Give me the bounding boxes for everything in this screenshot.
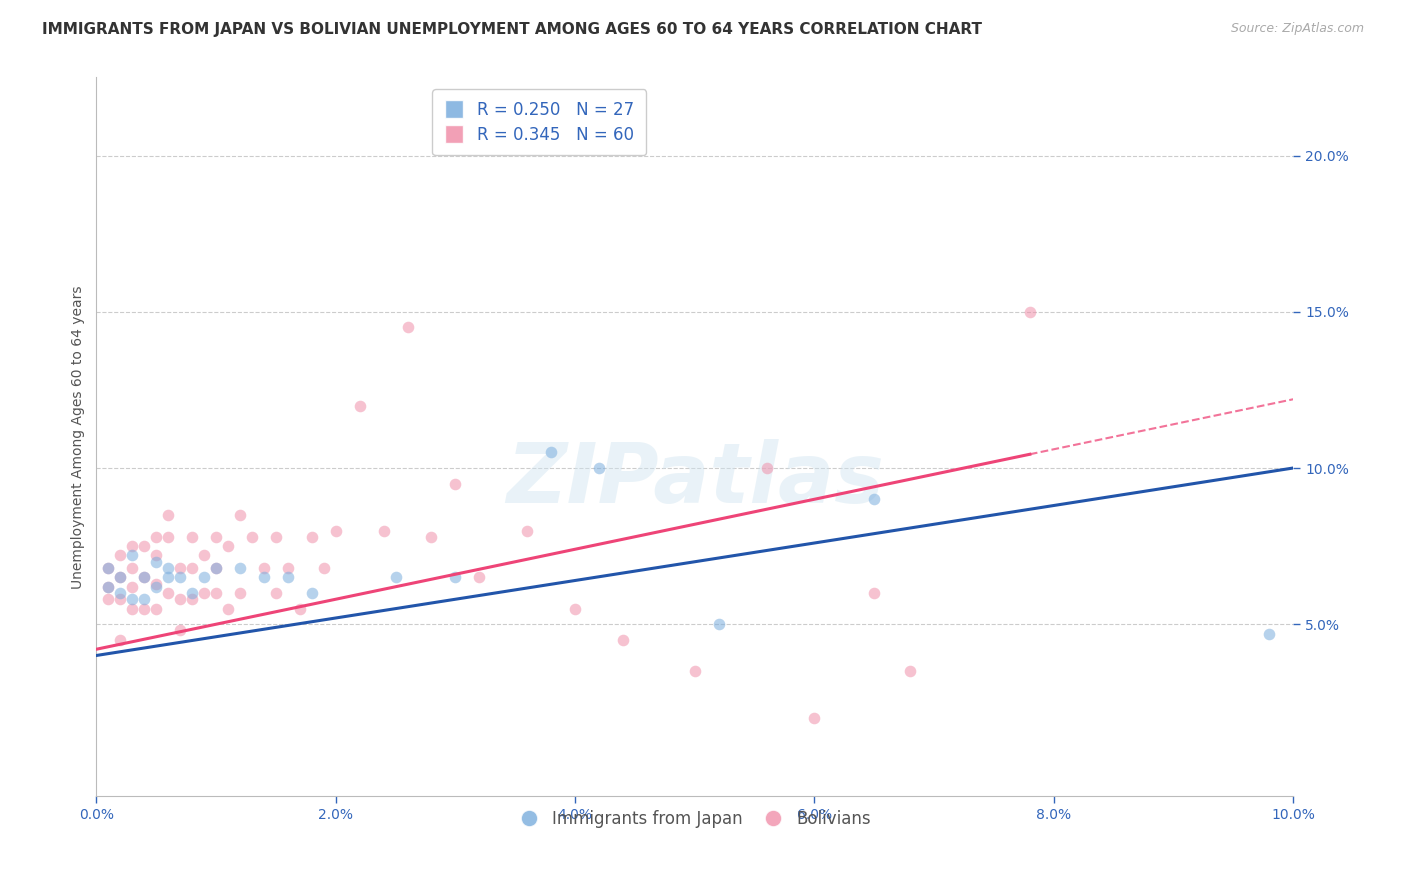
Point [145, 580, 167, 594]
Point [803, 711, 825, 725]
Point [229, 561, 252, 575]
Point [193, 570, 215, 584]
Point [229, 586, 252, 600]
Point [97, 561, 120, 575]
Point [134, 601, 156, 615]
Point [301, 586, 323, 600]
Point [157, 586, 180, 600]
Point [205, 586, 228, 600]
Point [157, 561, 180, 575]
Point [240, 530, 263, 544]
Point [420, 530, 443, 544]
Point [396, 320, 419, 334]
Point [444, 476, 467, 491]
Point [97, 561, 120, 575]
Point [444, 570, 467, 584]
Point [121, 561, 143, 575]
Point [169, 561, 191, 575]
Y-axis label: Unemployment Among Ages 60 to 64 years: Unemployment Among Ages 60 to 64 years [72, 285, 86, 589]
Point [145, 555, 167, 569]
Point [755, 461, 778, 475]
Point [134, 592, 156, 607]
Point [564, 601, 586, 615]
Point [181, 530, 204, 544]
Point [97, 592, 120, 607]
Point [145, 549, 167, 563]
Point [145, 530, 167, 544]
Point [121, 580, 143, 594]
Point [121, 549, 143, 563]
Point [110, 632, 132, 647]
Point [110, 592, 132, 607]
Point [312, 561, 335, 575]
Point [181, 586, 204, 600]
Point [468, 570, 491, 584]
Point [588, 461, 610, 475]
Point [110, 549, 132, 563]
Point [121, 592, 143, 607]
Legend: Immigrants from Japan, Bolivians: Immigrants from Japan, Bolivians [512, 803, 877, 835]
Text: IMMIGRANTS FROM JAPAN VS BOLIVIAN UNEMPLOYMENT AMONG AGES 60 TO 64 YEARS CORRELA: IMMIGRANTS FROM JAPAN VS BOLIVIAN UNEMPL… [42, 22, 983, 37]
Text: Source: ZipAtlas.com: Source: ZipAtlas.com [1230, 22, 1364, 36]
Point [253, 570, 276, 584]
Point [181, 561, 204, 575]
Point [157, 570, 180, 584]
Point [683, 664, 706, 678]
Point [134, 570, 156, 584]
Point [97, 580, 120, 594]
Point [121, 539, 143, 553]
Point [110, 570, 132, 584]
Point [264, 530, 287, 544]
Point [863, 586, 886, 600]
Point [145, 601, 167, 615]
Point [157, 530, 180, 544]
Point [707, 617, 730, 632]
Point [110, 570, 132, 584]
Point [121, 601, 143, 615]
Point [181, 592, 204, 607]
Point [301, 530, 323, 544]
Point [217, 601, 239, 615]
Point [217, 539, 239, 553]
Point [277, 561, 299, 575]
Point [169, 570, 191, 584]
Point [325, 524, 347, 538]
Point [205, 561, 228, 575]
Point [264, 586, 287, 600]
Point [134, 539, 156, 553]
Point [373, 524, 395, 538]
Point [145, 576, 167, 591]
Point [277, 570, 299, 584]
Point [157, 508, 180, 522]
Point [863, 492, 886, 507]
Text: ZIPatlas: ZIPatlas [506, 440, 884, 520]
Point [384, 570, 406, 584]
Point [110, 586, 132, 600]
Point [97, 580, 120, 594]
Point [169, 592, 191, 607]
Point [253, 561, 276, 575]
Point [516, 524, 538, 538]
Point [205, 530, 228, 544]
Point [540, 445, 562, 459]
Point [1018, 305, 1040, 319]
Point [349, 399, 371, 413]
Point [169, 624, 191, 638]
Point [898, 664, 921, 678]
Point [288, 601, 311, 615]
Point [193, 586, 215, 600]
Point [229, 508, 252, 522]
Point [205, 561, 228, 575]
Point [612, 632, 634, 647]
Point [1258, 626, 1281, 640]
Point [193, 549, 215, 563]
Point [134, 570, 156, 584]
